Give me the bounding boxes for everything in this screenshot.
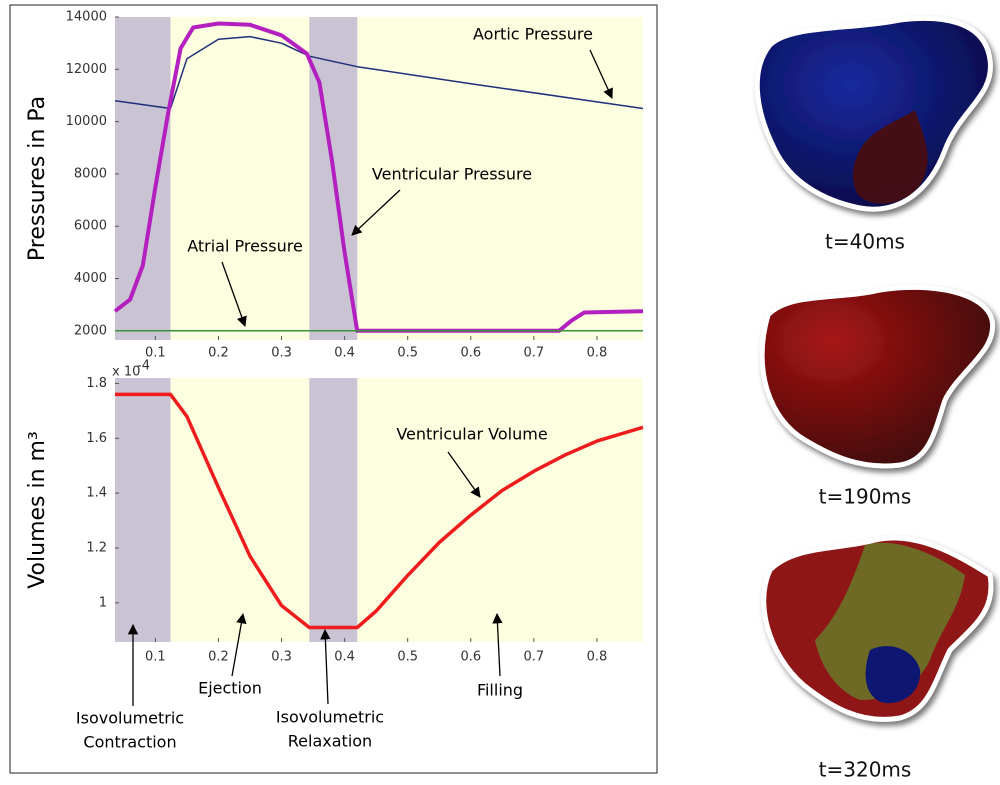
y-tick-label: 1.2 [86, 540, 107, 555]
y-tick-label: 14000 [66, 10, 107, 25]
panel-caption: t=320ms [819, 758, 912, 782]
x-tick-label: 0.4 [334, 346, 355, 361]
x-tick-label: 0.7 [524, 346, 545, 361]
series-line [115, 392, 644, 630]
annotation: Ventricular Pressure [372, 165, 532, 184]
series-line [114, 35, 644, 110]
x-tick-label: 0.3 [271, 346, 292, 361]
heart-panel [761, 535, 994, 722]
y-tick-label: 10000 [66, 114, 107, 129]
heart-panel [754, 15, 993, 212]
x-tick-label: 0.5 [397, 346, 418, 361]
annotation: Ejection [198, 679, 262, 698]
annotation: Relaxation [288, 732, 372, 751]
y-tick-label: 4000 [74, 271, 107, 286]
x-tick-label: 0.6 [460, 650, 481, 665]
y-tick-label: 2000 [74, 323, 107, 338]
annotation-arrow [221, 261, 247, 327]
annotation-arrow [231, 612, 247, 677]
annotation: Atrial Pressure [187, 237, 303, 256]
y-axis-label: Volumes in m³ [25, 431, 50, 589]
x-tick-label: 0.6 [460, 346, 481, 361]
annotation: Ventricular Volume [396, 425, 547, 444]
shaded-region [115, 378, 171, 642]
y-tick-label: 12000 [66, 62, 107, 77]
annotation-arrow [447, 451, 481, 498]
x-tick-label: 0.2 [208, 650, 229, 665]
annotation-arrow [589, 49, 613, 99]
y-multiplier-exponent: -4 [137, 359, 150, 374]
shaded-region [115, 17, 171, 340]
panel-caption: t=190ms [819, 485, 912, 509]
plot-background [115, 378, 643, 642]
x-tick-label: 0.5 [397, 650, 418, 665]
annotation-arrow [492, 612, 503, 677]
y-tick-label: 8000 [74, 166, 107, 181]
annotation: Isovolumetric [76, 709, 184, 728]
y-tick-label: 6000 [74, 219, 107, 234]
x-tick-label: 0.2 [208, 346, 229, 361]
annotation-arrow [320, 628, 331, 705]
y-tick-label: 1 [99, 595, 107, 610]
shaded-region [309, 378, 358, 642]
x-tick-label: 0.3 [271, 650, 292, 665]
figure-border [9, 4, 658, 774]
annotation-arrow [351, 189, 401, 236]
plot-background [115, 17, 643, 340]
annotation: Aortic Pressure [473, 25, 593, 44]
panel-caption: t=40ms [825, 230, 905, 254]
x-tick-label: 0.1 [145, 346, 166, 361]
heart-panel [759, 284, 996, 469]
x-tick-label: 0.1 [145, 650, 166, 665]
y-tick-label: 1.4 [86, 486, 107, 501]
annotation: Isovolumetric [276, 708, 384, 727]
y-tick-label: 1.8 [86, 376, 107, 391]
y-axis-label: Pressures in Pa [25, 96, 50, 261]
annotation: Contraction [83, 733, 176, 752]
annotation: Filling [477, 681, 523, 700]
x-tick-label: 0.8 [587, 346, 608, 361]
y-tick-label: 1.6 [86, 431, 107, 446]
x-tick-label: 0.8 [587, 650, 608, 665]
y-multiplier: x 10 [112, 365, 140, 380]
charts: 0.1 0.2 0.3 0.4 0.5 0.6 0.7 0.8 2000 4000 6000 8000… [25, 10, 644, 752]
x-tick-label: 0.4 [334, 650, 355, 665]
x-tick-label: 0.7 [524, 650, 545, 665]
